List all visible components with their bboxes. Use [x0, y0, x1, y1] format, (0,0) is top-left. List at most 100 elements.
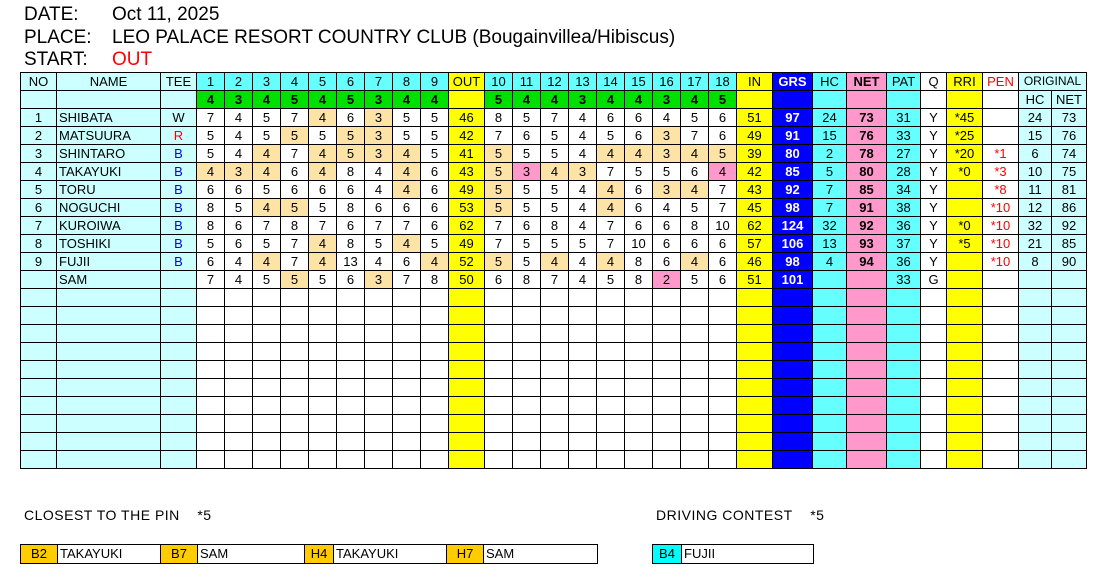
player-row: SAM 7 4 5 5 5 6 3 7 8 50 6 8 7 4 5 8 2 5 6 51 101 33 G [20, 270, 1087, 289]
hole-score: 7 [484, 216, 513, 235]
player-name [56, 306, 161, 325]
hole-score [652, 360, 681, 379]
hole-score [308, 324, 337, 343]
putts [886, 324, 921, 343]
hole-score: 4 [308, 144, 337, 163]
player-no [20, 270, 57, 289]
handicap: 5 [812, 162, 847, 181]
hole-score: 5 [308, 270, 337, 289]
hole-score [196, 396, 225, 415]
hole-score: 5 [512, 108, 541, 127]
hole-score [512, 432, 541, 451]
hole-score: 6 [652, 252, 681, 271]
closest-winner: SAM [486, 546, 515, 561]
hole-score [624, 342, 653, 361]
hole-score [280, 396, 309, 415]
hole-score: 4 [680, 180, 709, 199]
driving-title: DRIVING CONTEST [656, 507, 793, 523]
hole-score: 5 [280, 198, 309, 217]
hole-score: 8 [540, 216, 569, 235]
hole-score: 4 [224, 108, 253, 127]
player-no: 7 [20, 216, 57, 235]
par-blank [772, 90, 813, 109]
hole-score [364, 414, 393, 433]
hole-score: 5 [420, 144, 449, 163]
player-no [20, 360, 57, 379]
place-value: LEO PALACE RESORT COUNTRY CLUB (Bougainv… [112, 27, 676, 48]
hole-score [224, 450, 253, 469]
hole-score [196, 414, 225, 433]
handicap: 32 [812, 216, 847, 235]
hole-score [708, 414, 737, 433]
hole-score [540, 432, 569, 451]
hole-score [484, 288, 513, 307]
hole-score [392, 414, 421, 433]
hole-score: 4 [392, 162, 421, 181]
closest-winner: TAKAYUKI [60, 546, 123, 561]
col-header-hole: 9 [420, 72, 449, 91]
net-score: 78 [846, 144, 887, 163]
hole-score: 6 [280, 180, 309, 199]
closest-winner: SAM [200, 546, 229, 561]
empty-row [20, 432, 1087, 451]
penalty [982, 342, 1019, 361]
hole-score: 5 [196, 144, 225, 163]
hole-score: 3 [364, 126, 393, 145]
original-hc: 24 [1018, 108, 1052, 127]
hole-score: 10 [624, 234, 653, 253]
gross-score: 91 [772, 126, 813, 145]
q-flag [920, 432, 947, 451]
col-header-hole: 18 [708, 72, 737, 91]
player-row: 2 MATSUURA R 5 4 5 5 5 5 3 5 5 42 7 6 5 4 5 6 3 7 6 49 91 15 76 33… [20, 126, 1087, 145]
player-tee [160, 288, 197, 307]
hole-score [708, 360, 737, 379]
in-total [736, 396, 773, 415]
hole-score: 5 [652, 162, 681, 181]
closest-hole: B7 [160, 545, 198, 563]
gross-score: 98 [772, 252, 813, 271]
hole-score: 7 [596, 234, 625, 253]
player-name: SAM [56, 270, 161, 289]
out-total: 62 [448, 216, 485, 235]
out-total [448, 396, 485, 415]
original-hc [1018, 306, 1052, 325]
date-value: Oct 11, 2025 [112, 4, 220, 25]
out-total: 43 [448, 162, 485, 181]
net-score: 93 [846, 234, 887, 253]
col-header-pen: PEN [982, 72, 1019, 91]
place-line: PLACE: LEO PALACE RESORT COUNTRY CLUB (Bo… [24, 27, 675, 49]
start-line: START: OUT [24, 49, 152, 71]
par-value: 3 [652, 90, 681, 109]
hole-score: 4 [420, 252, 449, 271]
hole-score: 6 [308, 180, 337, 199]
hole-score [252, 450, 281, 469]
closest-hole: H4 [304, 545, 334, 563]
hole-score [596, 432, 625, 451]
par-blank [982, 90, 1019, 109]
hole-score: 7 [540, 108, 569, 127]
hole-score [392, 324, 421, 343]
gross-score [772, 342, 813, 361]
player-no [20, 450, 57, 469]
hole-score: 6 [364, 198, 393, 217]
hole-score: 6 [624, 216, 653, 235]
putts [886, 432, 921, 451]
closest-hole: B2 [21, 545, 58, 563]
hole-score: 7 [252, 216, 281, 235]
closest-hole: H7 [446, 545, 484, 563]
net-score [846, 342, 887, 361]
penalty [982, 324, 1019, 343]
date-line: DATE: Oct 11, 2025 [24, 4, 219, 26]
original-net: 81 [1051, 180, 1087, 199]
original-net [1051, 270, 1087, 289]
hole-score: 5 [680, 270, 709, 289]
hole-score: 6 [708, 108, 737, 127]
hole-score [280, 306, 309, 325]
hole-score: 8 [484, 108, 513, 127]
player-no [20, 414, 57, 433]
par-value: 4 [512, 90, 541, 109]
net-score [846, 432, 887, 451]
par-value: 4 [308, 90, 337, 109]
handicap [812, 378, 847, 397]
col-header-pat: PAT [886, 72, 921, 91]
